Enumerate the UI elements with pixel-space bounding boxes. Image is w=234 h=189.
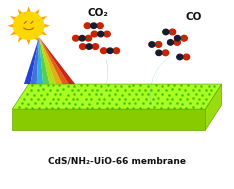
Circle shape: [84, 23, 91, 29]
Circle shape: [79, 36, 85, 41]
Circle shape: [91, 23, 97, 28]
Polygon shape: [205, 84, 222, 130]
Circle shape: [104, 31, 110, 37]
Circle shape: [98, 31, 104, 37]
Polygon shape: [7, 24, 14, 28]
Polygon shape: [24, 37, 39, 84]
Circle shape: [97, 23, 103, 29]
FancyArrowPatch shape: [150, 54, 173, 104]
Circle shape: [73, 35, 79, 41]
Circle shape: [162, 50, 169, 56]
Text: CO: CO: [186, 12, 202, 22]
Polygon shape: [18, 36, 23, 43]
Polygon shape: [26, 39, 31, 45]
Circle shape: [168, 40, 174, 45]
Polygon shape: [10, 31, 17, 35]
Polygon shape: [18, 9, 23, 15]
Circle shape: [91, 31, 98, 37]
Circle shape: [174, 40, 180, 45]
Circle shape: [100, 48, 107, 53]
Text: CdS/NH₂-UiO-66 membrane: CdS/NH₂-UiO-66 membrane: [48, 157, 186, 166]
FancyArrowPatch shape: [91, 60, 108, 105]
Circle shape: [175, 36, 180, 41]
Polygon shape: [12, 109, 205, 130]
Polygon shape: [39, 37, 62, 84]
Polygon shape: [40, 16, 47, 21]
Polygon shape: [12, 84, 222, 109]
Circle shape: [113, 48, 120, 53]
Circle shape: [156, 50, 162, 56]
Polygon shape: [39, 37, 50, 84]
Circle shape: [181, 35, 187, 41]
Circle shape: [92, 44, 99, 49]
Circle shape: [107, 48, 113, 53]
Circle shape: [183, 54, 190, 60]
Circle shape: [155, 42, 162, 47]
Polygon shape: [34, 9, 39, 15]
Polygon shape: [26, 6, 31, 12]
Text: CO₂: CO₂: [88, 8, 109, 18]
Polygon shape: [39, 37, 75, 84]
Circle shape: [163, 29, 169, 35]
Polygon shape: [44, 24, 50, 28]
Polygon shape: [37, 37, 43, 84]
Polygon shape: [39, 37, 69, 84]
Circle shape: [14, 12, 44, 39]
Circle shape: [177, 54, 183, 60]
Polygon shape: [40, 31, 47, 35]
Polygon shape: [30, 37, 39, 84]
Polygon shape: [10, 16, 17, 21]
Circle shape: [85, 35, 92, 41]
Circle shape: [86, 44, 92, 49]
Circle shape: [149, 42, 155, 47]
Circle shape: [80, 44, 86, 49]
Polygon shape: [39, 37, 56, 84]
Circle shape: [169, 29, 176, 35]
Polygon shape: [34, 36, 39, 43]
